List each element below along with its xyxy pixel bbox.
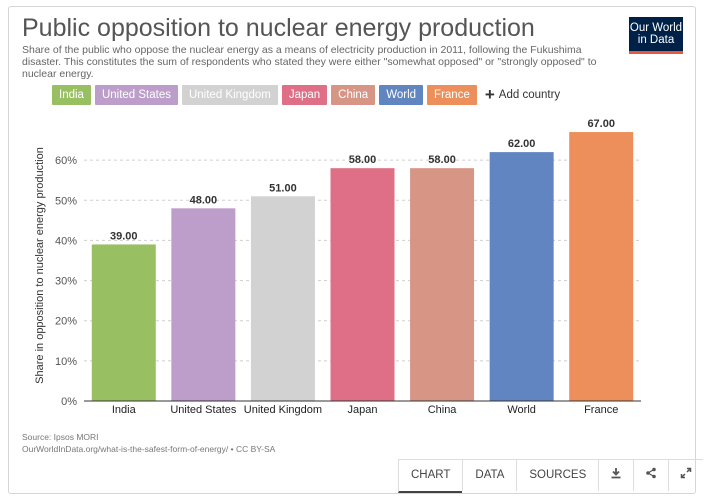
legend-item-france[interactable]: France: [427, 85, 477, 105]
y-tick-label: 20%: [55, 316, 77, 328]
chart-title: Public opposition to nuclear energy prod…: [22, 14, 535, 42]
logo-line-2: in Data: [637, 34, 675, 46]
bar-value-label: 58.00: [349, 154, 377, 166]
chart-toolbar: CHART DATA SOURCES: [398, 459, 704, 493]
bar: [250, 196, 315, 401]
x-tick-label: China: [428, 404, 458, 416]
tab-data[interactable]: DATA: [462, 460, 516, 491]
entity-legend: India United States United Kingdom Japan…: [52, 85, 560, 105]
logo-line-1: Our World: [629, 22, 683, 34]
bar: [489, 152, 554, 401]
share-icon[interactable]: [633, 460, 668, 491]
legend-item-united-states[interactable]: United States: [94, 85, 178, 105]
x-tick-label: India: [112, 404, 137, 416]
bar: [171, 208, 236, 401]
x-tick-label: World: [507, 404, 536, 416]
tab-sources[interactable]: SOURCES: [516, 460, 598, 491]
bar: [330, 168, 395, 401]
legend-item-india[interactable]: India: [52, 85, 91, 105]
add-country-button[interactable]: + Add country: [485, 85, 560, 105]
bar: [569, 132, 634, 402]
owid-logo[interactable]: Our World in Data: [629, 17, 683, 54]
bar-value-label: 51.00: [269, 182, 297, 194]
logo-accent-bar: [629, 51, 683, 54]
x-tick-label: France: [584, 404, 618, 416]
y-tick-label: 0%: [61, 396, 77, 408]
legend-item-world[interactable]: World: [379, 85, 424, 105]
source-url[interactable]: OurWorldInData.org/what-is-the-safest-fo…: [22, 444, 276, 454]
legend-item-china[interactable]: China: [331, 85, 376, 105]
bar-value-label: 39.00: [110, 230, 138, 242]
bar-value-label: 58.00: [428, 154, 456, 166]
chart-subtitle: Share of the public who oppose the nucle…: [22, 44, 597, 80]
x-tick-label: Japan: [348, 404, 378, 416]
y-tick-label: 60%: [55, 155, 77, 167]
y-tick-label: 10%: [55, 356, 77, 368]
y-tick-label: 50%: [55, 195, 77, 207]
source-note: Source: Ipsos MORI: [22, 432, 99, 442]
y-axis-title: Share in opposition to nuclear energy pr…: [34, 147, 46, 384]
y-tick-label: 40%: [55, 235, 77, 247]
x-tick-label: United Kingdom: [244, 404, 322, 416]
legend-item-japan[interactable]: Japan: [281, 85, 328, 105]
bar: [410, 168, 475, 401]
add-country-label: Add country: [498, 89, 561, 101]
x-tick-label: United States: [170, 404, 237, 416]
bar-value-label: 62.00: [508, 138, 536, 150]
y-tick-label: 30%: [55, 276, 77, 288]
bar-value-label: 48.00: [190, 194, 218, 206]
download-icon[interactable]: [598, 460, 633, 491]
bar-value-label: 67.00: [587, 118, 615, 130]
legend-item-united-kingdom[interactable]: United Kingdom: [181, 85, 278, 105]
tab-chart[interactable]: CHART: [398, 460, 463, 493]
expand-icon[interactable]: [668, 460, 703, 491]
bar: [91, 244, 156, 401]
plus-icon: +: [484, 85, 495, 104]
